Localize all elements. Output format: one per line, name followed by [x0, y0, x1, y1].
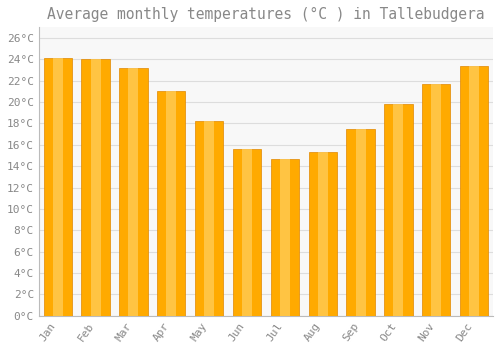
- Bar: [308, 152, 337, 316]
- Bar: [128, 68, 138, 316]
- Bar: [90, 60, 101, 316]
- Bar: [356, 129, 366, 316]
- Bar: [242, 149, 252, 316]
- Bar: [432, 84, 441, 316]
- Bar: [233, 149, 261, 316]
- Bar: [270, 159, 299, 316]
- Bar: [195, 121, 224, 316]
- Bar: [422, 84, 450, 316]
- Bar: [469, 66, 479, 316]
- Bar: [44, 58, 72, 316]
- Bar: [346, 129, 375, 316]
- Bar: [384, 104, 412, 316]
- Bar: [166, 91, 176, 316]
- Title: Average monthly temperatures (°C ) in Tallebudgera: Average monthly temperatures (°C ) in Ta…: [47, 7, 484, 22]
- Bar: [394, 104, 404, 316]
- Bar: [53, 58, 62, 316]
- Bar: [460, 66, 488, 316]
- Bar: [318, 152, 328, 316]
- Bar: [204, 121, 214, 316]
- Bar: [119, 68, 148, 316]
- Bar: [157, 91, 186, 316]
- Bar: [82, 60, 110, 316]
- Bar: [280, 159, 290, 316]
